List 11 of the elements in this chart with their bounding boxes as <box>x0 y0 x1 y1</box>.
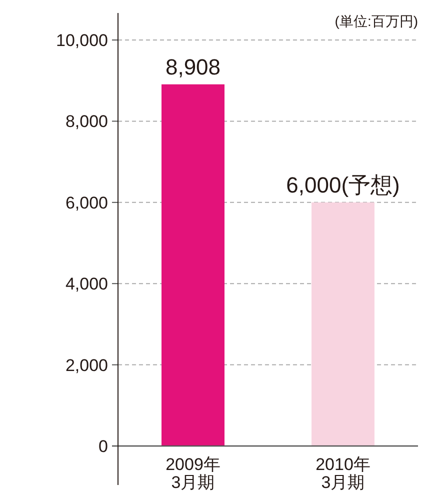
y-tick-label: 10,000 <box>56 31 108 50</box>
data-label: 8,908 <box>165 54 221 80</box>
x-tick-label: 2010年 3月期 <box>316 455 370 492</box>
y-tick-label: 0 <box>98 437 108 456</box>
text: (単位:百万円) <box>334 13 418 29</box>
y-tick-label: 6,000 <box>65 193 108 212</box>
y-tick-label: 2,000 <box>65 356 108 375</box>
x-tick-label: 2009年 3月期 <box>166 455 220 492</box>
y-tick-label: 4,000 <box>65 274 108 294</box>
data-label: 6,000(予想) <box>286 172 400 198</box>
y-tick-label: 8,000 <box>65 112 108 132</box>
